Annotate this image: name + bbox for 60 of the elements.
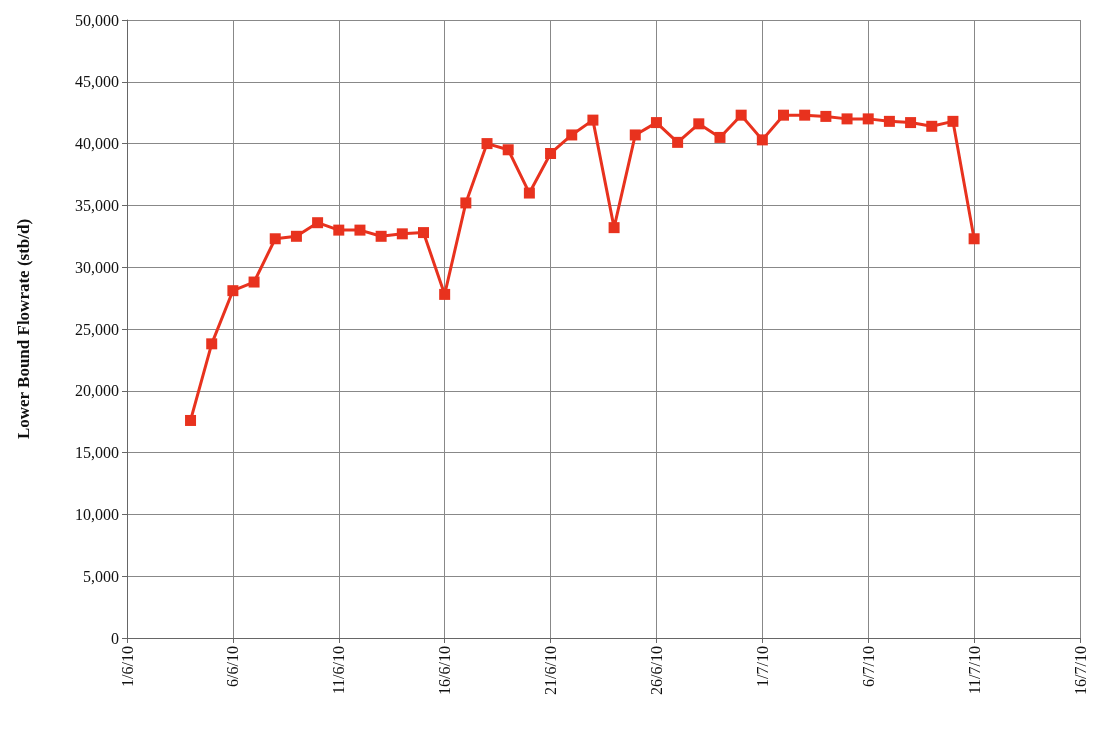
point: [905, 117, 917, 129]
point: [820, 110, 832, 122]
point: [693, 118, 705, 130]
y-tick-label: 50,000: [75, 11, 119, 29]
y-tick-label: 45,000: [75, 73, 119, 91]
x-tick-label: 16/6/10: [436, 646, 454, 695]
x-tick-label: 11/7/10: [965, 646, 983, 695]
point: [883, 115, 895, 127]
point: [968, 233, 980, 245]
point: [629, 129, 641, 141]
point: [481, 138, 493, 150]
point: [947, 115, 959, 127]
point: [650, 117, 662, 129]
y-tick-label: 40,000: [75, 135, 119, 153]
point: [290, 230, 302, 242]
y-tick-label: 15,000: [75, 444, 119, 462]
point: [206, 338, 218, 350]
point: [460, 197, 472, 209]
y-tick-label: 25,000: [75, 320, 119, 338]
point: [778, 109, 790, 121]
point: [566, 129, 578, 141]
x-tick-label: 11/6/10: [330, 646, 348, 695]
point: [269, 233, 281, 245]
point: [587, 114, 599, 126]
x-tick-label: 21/6/10: [542, 646, 560, 695]
point: [333, 224, 345, 236]
point: [608, 222, 620, 234]
y-tick-label: 5,000: [83, 567, 119, 585]
y-tick-label: 0: [111, 629, 119, 647]
point: [417, 227, 429, 239]
x-tick-label: 6/6/10: [224, 646, 242, 687]
y-axis-title: Lower Bound Flowrate (stb/d): [14, 218, 33, 440]
point: [799, 109, 811, 121]
point: [396, 228, 408, 240]
point: [756, 134, 768, 146]
x-tick-label: 6/7/10: [859, 646, 877, 687]
point: [862, 113, 874, 125]
point: [227, 285, 239, 297]
point: [502, 144, 514, 156]
point: [185, 414, 197, 426]
x-tick-label: 26/6/10: [647, 646, 665, 695]
point: [248, 276, 260, 288]
point: [672, 136, 684, 148]
x-tick-label: 1/7/10: [753, 646, 771, 687]
y-tick-label: 35,000: [75, 196, 119, 214]
point: [439, 288, 451, 300]
y-tick-label: 30,000: [75, 258, 119, 276]
point: [523, 187, 535, 199]
point: [714, 131, 726, 143]
x-tick-label: 16/7/10: [1071, 646, 1089, 695]
point: [545, 147, 557, 159]
point: [375, 230, 387, 242]
point: [735, 109, 747, 121]
point: [312, 217, 324, 229]
x-tick-label: 1/6/10: [118, 646, 136, 687]
point: [354, 224, 366, 236]
y-tick-label: 10,000: [75, 505, 119, 523]
point: [926, 120, 938, 132]
point: [841, 113, 853, 125]
y-tick-label: 20,000: [75, 382, 119, 400]
